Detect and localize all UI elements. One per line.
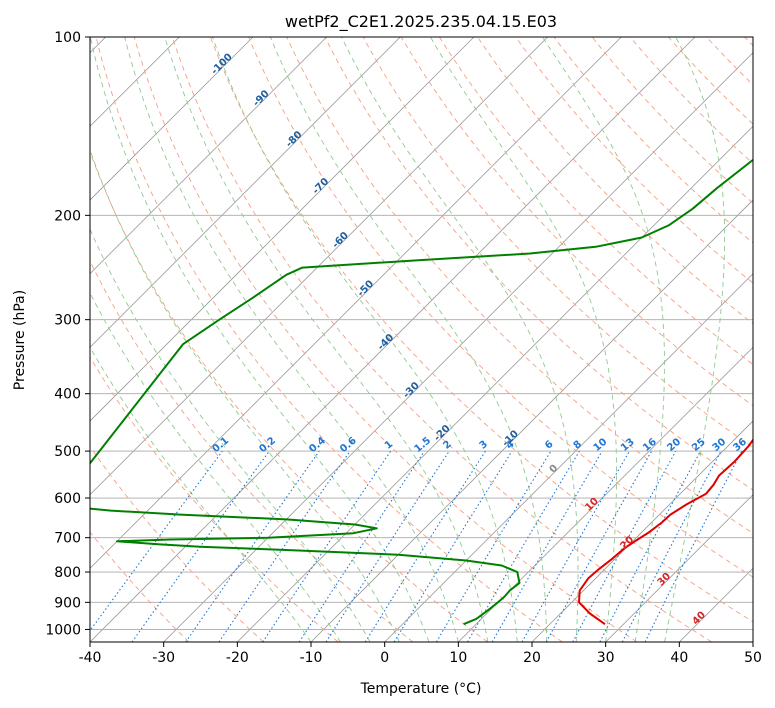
moist-adiabat (90, 346, 312, 642)
mixing-ratio-line (644, 450, 743, 642)
moist-adiabat (430, 37, 617, 642)
moist-adiabat (340, 37, 579, 642)
isotherm-line (163, 52, 753, 642)
isotherm-line (384, 273, 753, 642)
x-tick-label: 30 (597, 650, 615, 666)
moist-adiabat (90, 148, 400, 642)
dry-adiabat (515, 37, 753, 284)
y-axis-label: Pressure (hPa) (12, 290, 28, 390)
x-tick-label: 40 (670, 650, 688, 666)
grid-layer (90, 37, 753, 642)
y-tick-label: 900 (54, 595, 81, 611)
moist-adiabat (124, 37, 459, 642)
y-tick-label: 400 (54, 387, 81, 403)
moist-adiabat (90, 228, 371, 642)
isotherm-line (752, 641, 753, 642)
mixing-ratio-line (545, 450, 653, 642)
isotherm-line (90, 37, 401, 348)
plot-frame (89, 36, 754, 643)
dry-adiabat (210, 37, 753, 623)
dry-adiabat (286, 37, 753, 534)
x-tick-label: 20 (523, 650, 541, 666)
mixing-ratio-line (298, 450, 425, 642)
dry-adiabat (439, 37, 753, 365)
dry-adiabat (90, 531, 190, 642)
moist-adiabat (664, 37, 726, 642)
dry-adiabat (171, 37, 712, 642)
isotherm-line (605, 494, 753, 642)
mixing-ratio-line (131, 450, 270, 642)
mixing-ratio-line (325, 450, 450, 642)
isotherm-line (90, 37, 696, 642)
isotherm-line (90, 37, 475, 422)
isotherm-line (90, 37, 254, 201)
x-tick-label: -10 (300, 650, 323, 666)
isotherm-line (458, 346, 753, 642)
temperature-profile (578, 438, 753, 626)
y-tick-label: 700 (54, 531, 81, 547)
dry-adiabat (90, 150, 488, 642)
y-tick-label: 600 (54, 491, 81, 507)
y-tick-label: 800 (54, 565, 81, 581)
x-tick-label: -20 (226, 650, 249, 666)
moist-adiabat (212, 37, 518, 642)
isotherm-line (237, 125, 753, 642)
x-axis-label: Temperature (°C) (360, 681, 482, 697)
dry-adiabat (90, 356, 339, 642)
series-layer (90, 158, 753, 626)
mixing-ratio-line (90, 450, 223, 632)
isotherm-line (90, 37, 548, 496)
y-tick-label: 1000 (45, 622, 81, 638)
y-tick-label: 500 (54, 444, 81, 460)
dewpoint-profile (90, 158, 753, 626)
plot-background (90, 37, 753, 642)
mixing-ratio-line (572, 450, 677, 642)
y-tick-label: 200 (54, 208, 81, 224)
x-tick-label: 10 (449, 650, 467, 666)
x-tick-label: -40 (79, 650, 102, 666)
x-tick-label: 50 (744, 650, 762, 666)
mixing-ratio-line (393, 450, 513, 642)
dry-adiabat (95, 37, 563, 642)
x-tick-label: -30 (152, 650, 175, 666)
mixing-ratio-line (521, 450, 630, 642)
moist-adiabat (90, 37, 430, 642)
mixing-ratio-line (185, 450, 320, 642)
y-tick-label: 100 (54, 30, 81, 46)
chart-title: wetPf2_C2E1.2025.235.04.15.E03 (285, 12, 557, 32)
moist-adiabat (164, 37, 489, 642)
dry-adiabat (90, 445, 264, 642)
dry-adiabat (248, 37, 753, 578)
axis-layer: -40 -30 -20 -10 0 10 20 30 40 50 100 200 300 400 500 60… (45, 30, 762, 666)
dry-adiabat (400, 37, 753, 407)
dry-adiabat (90, 259, 414, 642)
mixing-ratio-line (218, 450, 351, 642)
y-tick-label: 300 (54, 313, 81, 329)
mixing-ratio-line (262, 450, 392, 642)
isotherm-line (90, 37, 327, 275)
isotherm-line (531, 420, 753, 642)
x-tick-label: 0 (380, 650, 389, 666)
moist-adiabat (542, 37, 665, 642)
